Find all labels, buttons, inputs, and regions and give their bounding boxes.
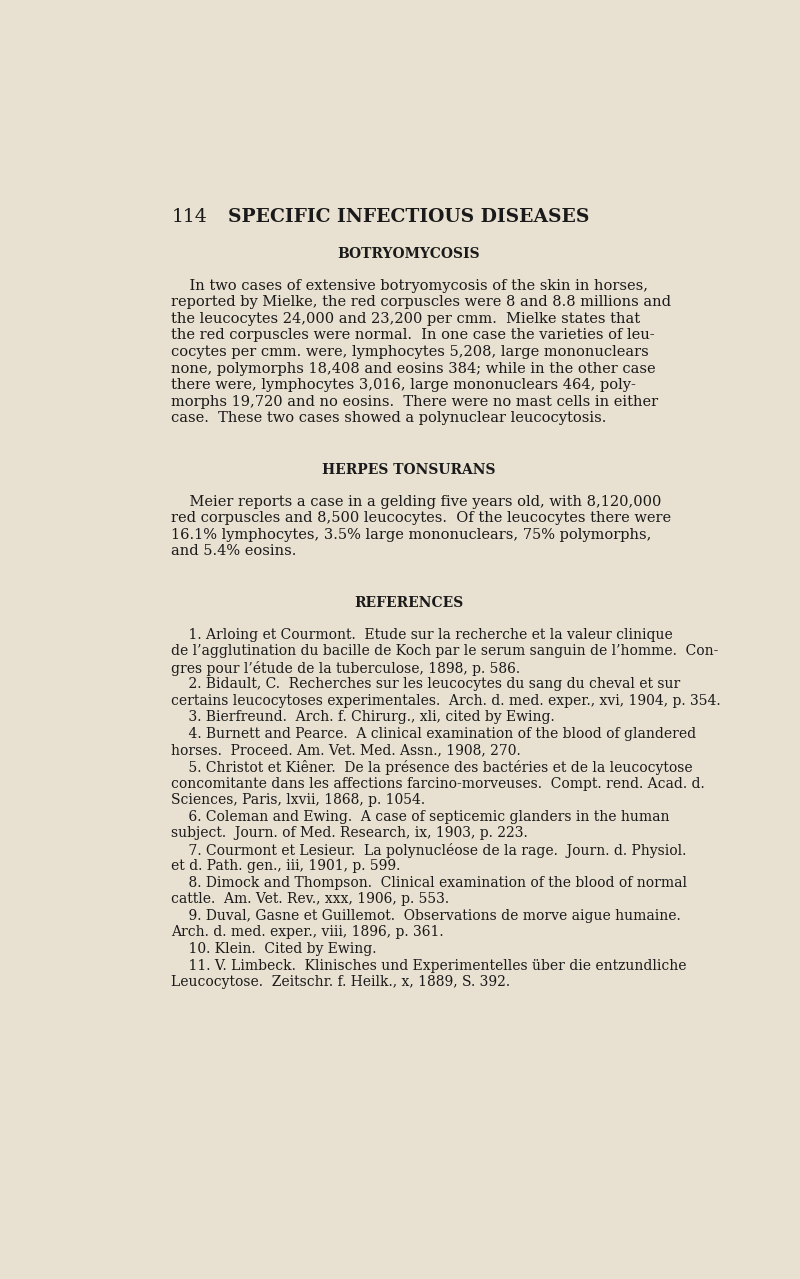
Text: certains leucocytoses experimentales.  Arch. d. med. exper., xvi, 1904, p. 354.: certains leucocytoses experimentales. Ar… (171, 693, 721, 707)
Text: 11. V. Limbeck.  Klinisches und Experimentelles über die entzundliche: 11. V. Limbeck. Klinisches und Experimen… (171, 958, 686, 972)
Text: 7. Courmont et Lesieur.  La polynucléose de la rage.  Journ. d. Physiol.: 7. Courmont et Lesieur. La polynucléose … (171, 843, 686, 858)
Text: case.  These two cases showed a polynuclear leucocytosis.: case. These two cases showed a polynucle… (171, 411, 606, 425)
Text: cattle.  Am. Vet. Rev., xxx, 1906, p. 553.: cattle. Am. Vet. Rev., xxx, 1906, p. 553… (171, 893, 450, 907)
Text: Sciences, Paris, lxvii, 1868, p. 1054.: Sciences, Paris, lxvii, 1868, p. 1054. (171, 793, 426, 807)
Text: de l’agglutination du bacille de Koch par le serum sanguin de l’homme.  Con-: de l’agglutination du bacille de Koch pa… (171, 645, 718, 659)
Text: reported by Mielke, the red corpuscles were 8 and 8.8 millions and: reported by Mielke, the red corpuscles w… (171, 295, 671, 310)
Text: 16.1% lymphocytes, 3.5% large mononuclears, 75% polymorphs,: 16.1% lymphocytes, 3.5% large mononuclea… (171, 528, 652, 542)
Text: 10. Klein.  Cited by Ewing.: 10. Klein. Cited by Ewing. (171, 943, 377, 955)
Text: In two cases of extensive botryomycosis of the skin in horses,: In two cases of extensive botryomycosis … (171, 279, 648, 293)
Text: the leucocytes 24,000 and 23,200 per cmm.  Mielke states that: the leucocytes 24,000 and 23,200 per cmm… (171, 312, 641, 326)
Text: Meier reports a case in a gelding five years old, with 8,120,000: Meier reports a case in a gelding five y… (171, 495, 662, 509)
Text: 1. Arloing et Courmont.  Etude sur la recherche et la valeur clinique: 1. Arloing et Courmont. Etude sur la rec… (171, 628, 673, 642)
Text: gres pour l’étude de la tuberculose, 1898, p. 586.: gres pour l’étude de la tuberculose, 189… (171, 661, 521, 675)
Text: 8. Dimock and Thompson.  Clinical examination of the blood of normal: 8. Dimock and Thompson. Clinical examina… (171, 876, 687, 890)
Text: Leucocytose.  Zeitschr. f. Heilk., x, 1889, S. 392.: Leucocytose. Zeitschr. f. Heilk., x, 188… (171, 975, 510, 989)
Text: none, polymorphs 18,408 and eosins 384; while in the other case: none, polymorphs 18,408 and eosins 384; … (171, 362, 656, 376)
Text: Arch. d. med. exper., viii, 1896, p. 361.: Arch. d. med. exper., viii, 1896, p. 361… (171, 926, 444, 940)
Text: 6. Coleman and Ewing.  A case of septicemic glanders in the human: 6. Coleman and Ewing. A case of septicem… (171, 810, 670, 824)
Text: 5. Christot et Kiêner.  De la présence des bactéries et de la leucocytose: 5. Christot et Kiêner. De la présence de… (171, 760, 693, 775)
Text: SPECIFIC INFECTIOUS DISEASES: SPECIFIC INFECTIOUS DISEASES (228, 207, 589, 225)
Text: et d. Path. gen., iii, 1901, p. 599.: et d. Path. gen., iii, 1901, p. 599. (171, 859, 401, 874)
Text: REFERENCES: REFERENCES (354, 596, 463, 610)
Text: cocytes per cmm. were, lymphocytes 5,208, large mononuclears: cocytes per cmm. were, lymphocytes 5,208… (171, 345, 649, 359)
Text: 114: 114 (171, 207, 207, 225)
Text: 2. Bidault, C.  Recherches sur les leucocytes du sang du cheval et sur: 2. Bidault, C. Recherches sur les leucoc… (171, 678, 681, 691)
Text: there were, lymphocytes 3,016, large mononuclears 464, poly-: there were, lymphocytes 3,016, large mon… (171, 379, 636, 393)
Text: morphs 19,720 and no eosins.  There were no mast cells in either: morphs 19,720 and no eosins. There were … (171, 395, 658, 408)
Text: 4. Burnett and Pearce.  A clinical examination of the blood of glandered: 4. Burnett and Pearce. A clinical examin… (171, 726, 697, 741)
Text: subject.  Journ. of Med. Research, ix, 1903, p. 223.: subject. Journ. of Med. Research, ix, 19… (171, 826, 528, 840)
Text: HERPES TONSURANS: HERPES TONSURANS (322, 463, 495, 477)
Text: the red corpuscles were normal.  In one case the varieties of leu-: the red corpuscles were normal. In one c… (171, 329, 655, 343)
Text: horses.  Proceed. Am. Vet. Med. Assn., 1908, 270.: horses. Proceed. Am. Vet. Med. Assn., 19… (171, 743, 521, 757)
Text: 3. Bierfreund.  Arch. f. Chirurg., xli, cited by Ewing.: 3. Bierfreund. Arch. f. Chirurg., xli, c… (171, 710, 555, 724)
Text: concomitante dans les affections farcino-morveuses.  Compt. rend. Acad. d.: concomitante dans les affections farcino… (171, 776, 705, 790)
Text: and 5.4% eosins.: and 5.4% eosins. (171, 545, 297, 558)
Text: red corpuscles and 8,500 leucocytes.  Of the leucocytes there were: red corpuscles and 8,500 leucocytes. Of … (171, 512, 671, 526)
Text: BOTRYOMYCOSIS: BOTRYOMYCOSIS (337, 247, 480, 261)
Text: 9. Duval, Gasne et Guillemot.  Observations de morve aigue humaine.: 9. Duval, Gasne et Guillemot. Observatio… (171, 909, 681, 923)
